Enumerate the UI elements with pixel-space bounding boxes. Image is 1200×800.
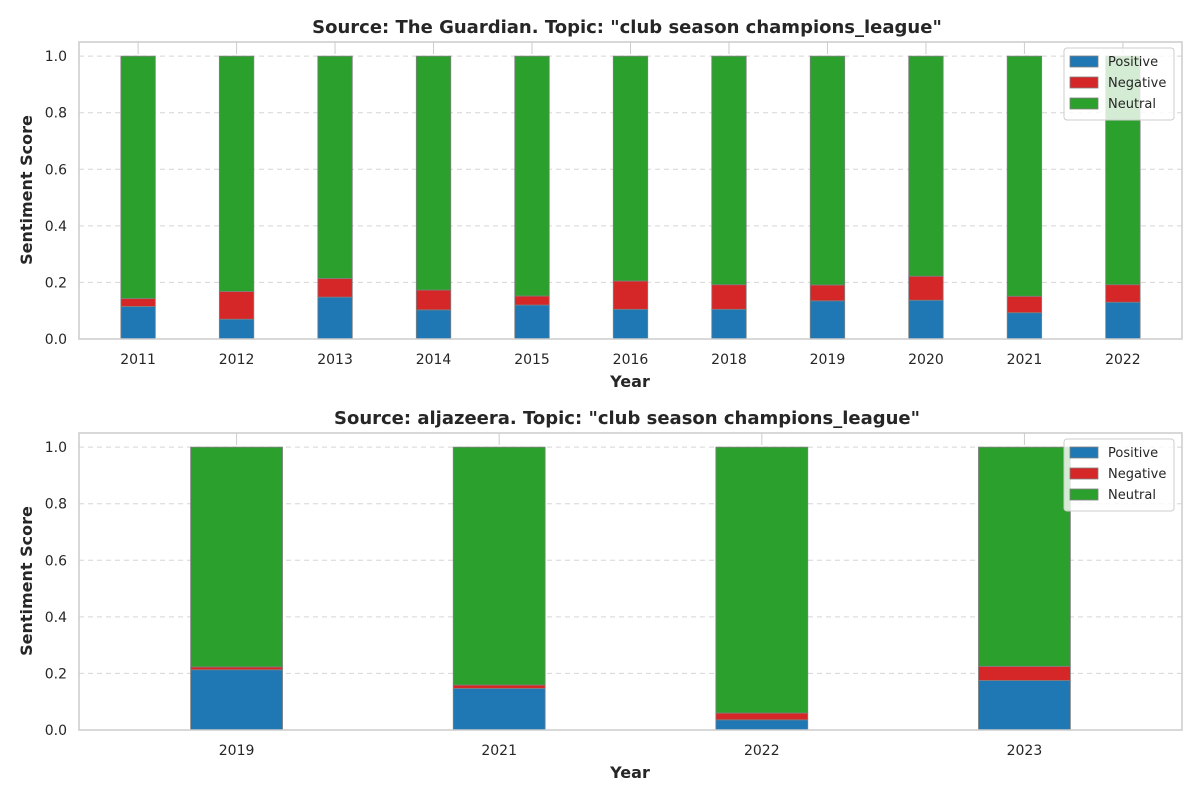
bar-neutral-2011 bbox=[120, 55, 156, 299]
bar-neutral-2012 bbox=[218, 55, 255, 292]
y-tick-label: 0.0 bbox=[45, 723, 67, 739]
x-tick-label: 2020 bbox=[908, 352, 944, 368]
x-tick-label: 2012 bbox=[219, 352, 255, 368]
bar-neutral-2016 bbox=[612, 55, 649, 282]
x-tick-label: 2021 bbox=[1007, 352, 1043, 368]
bar-positive-2021 bbox=[452, 688, 546, 731]
y-tick-label: 0.2 bbox=[45, 275, 67, 291]
bar-negative-2023 bbox=[978, 665, 1071, 681]
legend-swatch-neutral bbox=[1069, 97, 1099, 110]
bar-positive-2011 bbox=[120, 306, 156, 340]
bar-negative-2019 bbox=[809, 284, 846, 302]
bar-negative-2020 bbox=[908, 275, 944, 301]
bar-positive-2020 bbox=[908, 299, 944, 340]
bar-neutral-2023 bbox=[978, 446, 1071, 667]
legend-label-negative: Negative bbox=[1108, 76, 1166, 91]
bar-positive-2019 bbox=[809, 300, 846, 340]
bar-positive-2019 bbox=[190, 669, 283, 731]
bar-positive-2012 bbox=[218, 318, 255, 340]
legend-label-positive: Positive bbox=[1108, 55, 1158, 70]
bar-neutral-2022 bbox=[715, 446, 809, 714]
legend-label-neutral: Neutral bbox=[1108, 97, 1156, 112]
y-tick-label: 0.8 bbox=[45, 497, 67, 513]
x-tick-label: 2011 bbox=[120, 352, 156, 368]
bar-neutral-2020 bbox=[908, 55, 944, 277]
bar-negative-2016 bbox=[612, 280, 649, 310]
bar-negative-2021 bbox=[1006, 295, 1043, 314]
x-tick-label: 2018 bbox=[711, 352, 747, 368]
bar-positive-2022 bbox=[715, 719, 809, 731]
bar-positive-2023 bbox=[978, 680, 1071, 731]
bar-negative-2021 bbox=[452, 684, 546, 689]
legend-swatch-neutral bbox=[1069, 488, 1099, 501]
x-axis-title: Year bbox=[609, 372, 650, 391]
bar-neutral-2021 bbox=[1006, 55, 1043, 297]
x-tick-label: 2019 bbox=[810, 352, 846, 368]
y-tick-label: 1.0 bbox=[45, 440, 67, 456]
bar-neutral-2018 bbox=[711, 55, 747, 286]
y-axis-title: Sentiment Score bbox=[17, 115, 36, 265]
legend-swatch-negative bbox=[1069, 467, 1099, 480]
bar-positive-2016 bbox=[612, 308, 649, 340]
bar-neutral-2015 bbox=[514, 55, 550, 297]
x-axis-title: Year bbox=[609, 763, 650, 782]
y-tick-label: 1.0 bbox=[45, 49, 67, 65]
bar-neutral-2013 bbox=[317, 55, 353, 279]
legend-label-neutral: Neutral bbox=[1108, 488, 1156, 503]
bar-negative-2011 bbox=[120, 298, 156, 307]
bar-positive-2014 bbox=[415, 309, 452, 340]
bar-neutral-2014 bbox=[415, 55, 452, 291]
x-tick-label: 2014 bbox=[416, 352, 452, 368]
y-tick-label: 0.4 bbox=[45, 610, 67, 626]
bar-negative-2015 bbox=[514, 295, 550, 306]
bar-positive-2013 bbox=[317, 296, 353, 340]
bar-negative-2019 bbox=[190, 666, 283, 671]
bar-negative-2012 bbox=[218, 291, 255, 320]
legend: Positive Negative Neutral bbox=[1063, 47, 1175, 121]
x-tick-label: 2023 bbox=[1007, 743, 1043, 759]
bar-positive-2015 bbox=[514, 304, 550, 340]
bar-positive-2021 bbox=[1006, 312, 1043, 340]
chart-title: Source: The Guardian. Topic: "club seaso… bbox=[312, 17, 942, 38]
x-tick-label: 2021 bbox=[481, 743, 517, 759]
x-tick-label: 2013 bbox=[317, 352, 353, 368]
guardian-chart: Source: The Guardian. Topic: "club seaso… bbox=[17, 17, 1183, 391]
bar-negative-2022 bbox=[1105, 284, 1141, 303]
y-tick-label: 0.8 bbox=[45, 106, 67, 122]
aljazeera-chart: Source: aljazeera. Topic: "club season c… bbox=[17, 408, 1183, 782]
legend-swatch-positive bbox=[1069, 446, 1099, 459]
legend-swatch-positive bbox=[1069, 55, 1099, 68]
legend-label-negative: Negative bbox=[1108, 467, 1166, 482]
x-tick-label: 2015 bbox=[514, 352, 550, 368]
bar-negative-2022 bbox=[715, 712, 809, 721]
bar-positive-2018 bbox=[711, 308, 747, 340]
x-tick-label: 2016 bbox=[613, 352, 649, 368]
bar-neutral-2019 bbox=[809, 55, 846, 286]
bar-positive-2022 bbox=[1105, 301, 1141, 340]
y-tick-label: 0.6 bbox=[45, 553, 67, 569]
x-tick-label: 2022 bbox=[1105, 352, 1141, 368]
y-axis-title: Sentiment Score bbox=[17, 506, 36, 656]
legend: Positive Negative Neutral bbox=[1063, 438, 1175, 512]
plot-frame bbox=[78, 41, 1183, 340]
legend-swatch-negative bbox=[1069, 76, 1099, 89]
y-tick-label: 0.0 bbox=[45, 332, 67, 348]
chart-title: Source: aljazeera. Topic: "club season c… bbox=[334, 408, 920, 429]
legend-label-positive: Positive bbox=[1108, 446, 1158, 461]
x-tick-label: 2022 bbox=[744, 743, 780, 759]
y-tick-label: 0.2 bbox=[45, 666, 67, 682]
bar-neutral-2019 bbox=[190, 446, 283, 668]
y-tick-label: 0.6 bbox=[45, 162, 67, 178]
plot-frame bbox=[78, 432, 1183, 731]
bar-negative-2018 bbox=[711, 284, 747, 310]
y-tick-label: 0.4 bbox=[45, 219, 67, 235]
bar-neutral-2021 bbox=[452, 446, 546, 686]
bar-negative-2014 bbox=[415, 289, 452, 311]
x-tick-label: 2019 bbox=[219, 743, 255, 759]
bar-negative-2013 bbox=[317, 278, 353, 298]
